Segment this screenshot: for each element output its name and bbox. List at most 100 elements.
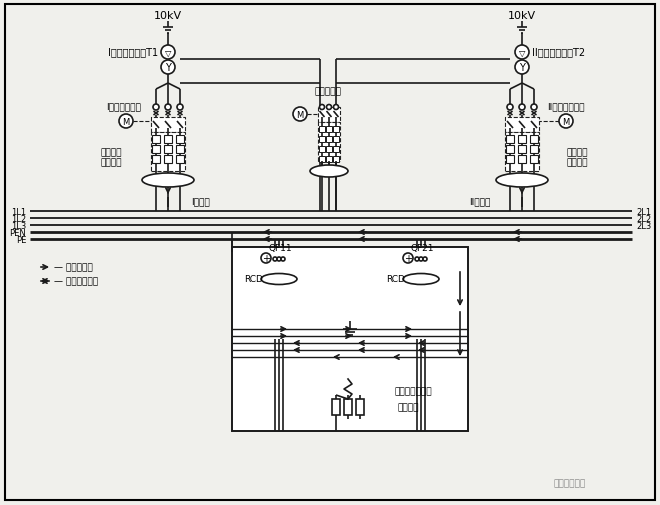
- Text: +: +: [404, 254, 412, 264]
- Circle shape: [403, 254, 413, 264]
- Text: PE: PE: [16, 235, 26, 244]
- Bar: [333, 127, 339, 133]
- Text: 接地故障
电流检测: 接地故障 电流检测: [566, 148, 588, 167]
- Circle shape: [293, 108, 307, 122]
- Bar: [164, 156, 172, 164]
- Text: +: +: [262, 254, 270, 264]
- Text: Y: Y: [165, 63, 171, 73]
- Circle shape: [559, 115, 573, 129]
- Bar: [326, 137, 332, 143]
- Text: RCD: RCD: [245, 275, 263, 284]
- Bar: [506, 136, 514, 144]
- Circle shape: [261, 254, 271, 264]
- Bar: [505, 118, 539, 133]
- Circle shape: [273, 258, 277, 262]
- Text: Y: Y: [519, 63, 525, 73]
- Ellipse shape: [142, 174, 194, 188]
- Text: II段电力变压器T2: II段电力变压器T2: [532, 47, 585, 57]
- Bar: [274, 254, 282, 260]
- Bar: [333, 157, 339, 163]
- Bar: [176, 136, 184, 144]
- Text: 母联断路器: 母联断路器: [315, 87, 341, 96]
- Bar: [151, 133, 185, 172]
- Text: 单相接地故障点: 单相接地故障点: [394, 387, 432, 396]
- Text: I段电力变压器T1: I段电力变压器T1: [108, 47, 158, 57]
- Circle shape: [177, 105, 183, 111]
- Text: II段母线: II段母线: [469, 197, 490, 206]
- Circle shape: [507, 105, 513, 111]
- Text: M: M: [562, 117, 570, 126]
- Text: M: M: [122, 117, 129, 126]
- Text: 接地故障
电流检测: 接地故障 电流检测: [100, 148, 121, 167]
- Bar: [505, 133, 539, 172]
- Circle shape: [153, 105, 159, 111]
- Bar: [152, 146, 160, 154]
- Text: II段进线断路器: II段进线断路器: [548, 103, 585, 111]
- Bar: [319, 137, 325, 143]
- Circle shape: [515, 61, 529, 75]
- Bar: [319, 127, 325, 133]
- Bar: [506, 146, 514, 154]
- Circle shape: [531, 105, 537, 111]
- Bar: [530, 136, 538, 144]
- Text: QF21: QF21: [411, 243, 434, 252]
- Text: 2L2: 2L2: [636, 214, 651, 223]
- Text: 2L3: 2L3: [636, 221, 651, 230]
- Bar: [518, 146, 526, 154]
- Bar: [164, 146, 172, 154]
- Circle shape: [333, 105, 339, 110]
- Bar: [518, 156, 526, 164]
- Text: 2L1: 2L1: [636, 207, 651, 216]
- Bar: [319, 157, 325, 163]
- Bar: [326, 127, 332, 133]
- Text: 10kV: 10kV: [154, 11, 182, 21]
- Bar: [152, 156, 160, 164]
- Circle shape: [415, 258, 419, 262]
- Bar: [333, 137, 339, 143]
- Circle shape: [319, 105, 325, 110]
- Text: — 接地故障电流: — 接地故障电流: [54, 277, 98, 286]
- Ellipse shape: [496, 174, 548, 188]
- Text: QF11: QF11: [268, 243, 292, 252]
- Circle shape: [423, 258, 427, 262]
- Ellipse shape: [403, 274, 439, 285]
- Bar: [326, 157, 332, 163]
- Text: 用电设备: 用电设备: [397, 402, 418, 412]
- Circle shape: [327, 105, 331, 110]
- Text: RCD: RCD: [387, 275, 405, 284]
- Bar: [232, 247, 468, 431]
- Text: I段母线: I段母线: [191, 197, 209, 206]
- Bar: [356, 399, 364, 415]
- Bar: [530, 146, 538, 154]
- Bar: [530, 156, 538, 164]
- Circle shape: [281, 258, 285, 262]
- Bar: [176, 156, 184, 164]
- Bar: [318, 108, 340, 123]
- Circle shape: [119, 115, 133, 129]
- Text: 电气知识课堂: 电气知识课堂: [554, 479, 586, 487]
- Bar: [164, 136, 172, 144]
- Text: ▽: ▽: [519, 48, 525, 58]
- Text: 1L2: 1L2: [11, 214, 26, 223]
- Bar: [152, 136, 160, 144]
- Text: M: M: [296, 110, 304, 119]
- Bar: [506, 156, 514, 164]
- Bar: [416, 254, 424, 260]
- Text: 1L1: 1L1: [11, 207, 26, 216]
- Text: 10kV: 10kV: [508, 11, 536, 21]
- Bar: [318, 123, 340, 162]
- Circle shape: [161, 46, 175, 60]
- Text: PEN: PEN: [9, 228, 26, 237]
- Circle shape: [515, 46, 529, 60]
- Ellipse shape: [310, 166, 348, 178]
- Text: I段进线断路器: I段进线断路器: [106, 103, 141, 111]
- Circle shape: [419, 258, 423, 262]
- Text: — 中性线电流: — 中性线电流: [54, 263, 93, 272]
- Circle shape: [161, 61, 175, 75]
- Bar: [518, 136, 526, 144]
- Bar: [176, 146, 184, 154]
- Bar: [151, 118, 185, 133]
- Bar: [326, 147, 332, 153]
- Bar: [332, 399, 340, 415]
- Text: 1L3: 1L3: [11, 221, 26, 230]
